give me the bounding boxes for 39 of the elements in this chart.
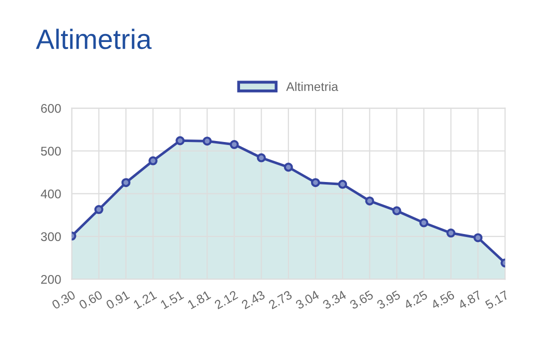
x-tick-label: 3.04 xyxy=(295,290,320,310)
x-tick-label: 1.51 xyxy=(160,290,184,310)
point xyxy=(202,136,212,146)
x-tick-label: 2.12 xyxy=(214,290,238,310)
point xyxy=(310,178,320,188)
y-tick-label: 300 xyxy=(40,232,61,242)
x-tick-label: 4.87 xyxy=(457,290,482,310)
point xyxy=(419,218,428,228)
point xyxy=(338,180,348,189)
y-tick-label: 200 xyxy=(41,275,61,284)
point xyxy=(365,196,374,206)
point xyxy=(256,153,266,162)
point xyxy=(121,178,130,188)
y-tick-label: 600 xyxy=(41,104,61,113)
point xyxy=(148,156,158,166)
point xyxy=(446,228,456,238)
y-tick-label: 400 xyxy=(40,189,61,198)
x-tick-label: 3.65 xyxy=(349,290,374,310)
x-tick-label: 4.25 xyxy=(403,290,428,310)
legend-label: Altimetria xyxy=(286,82,338,92)
x-tick-label: 3.34 xyxy=(322,290,347,310)
x-tick-label: 0.60 xyxy=(78,290,104,310)
y-tick-label: 500 xyxy=(40,146,61,156)
x-tick-label: 1.21 xyxy=(132,290,158,310)
x-tick-label: 1.81 xyxy=(187,290,212,310)
point xyxy=(392,206,402,216)
point xyxy=(284,162,293,172)
x-tick-label: 2.43 xyxy=(240,290,266,310)
point xyxy=(94,204,104,214)
x-tick-label: 2.73 xyxy=(268,290,293,310)
x-tick-label: 0.91 xyxy=(105,290,130,310)
x-tick-label: 0.30 xyxy=(51,290,76,310)
x-tick-label: 3.95 xyxy=(376,290,401,310)
point xyxy=(176,136,185,146)
x-tick-label: 5.17 xyxy=(484,290,510,310)
chart-title: Altimetria xyxy=(36,28,152,50)
point xyxy=(473,233,483,242)
point xyxy=(230,140,239,150)
x-tick-label: 4.56 xyxy=(430,290,456,310)
